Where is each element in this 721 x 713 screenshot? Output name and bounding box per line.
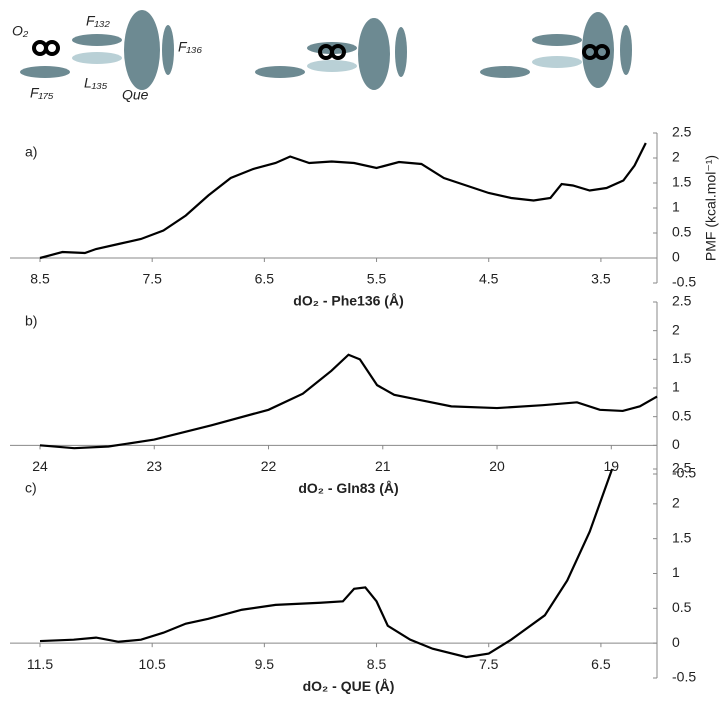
ring (307, 60, 357, 72)
y-tick-label: 1 (672, 199, 680, 215)
label: F₁₃₆ (178, 39, 203, 55)
label: F₁₃₂ (86, 13, 111, 29)
x-tick-label: 7.5 (142, 271, 162, 287)
schematic: O₂ F₁₃₂ F₁₃₆ L₁₃₅ Que F₁₇₅ (12, 10, 632, 103)
x-tick-label: 8.5 (30, 271, 50, 287)
y-tick-label: 0 (672, 436, 680, 452)
y-tick-label: 0 (672, 249, 680, 265)
que-disc (358, 18, 390, 90)
label: Que (122, 87, 149, 103)
y-tick-label: 2 (672, 495, 680, 511)
x-axis-label: dO₂ - Phe136 (Å) (293, 293, 403, 309)
x-tick-label: 10.5 (139, 656, 166, 672)
ring (20, 66, 70, 78)
ring (480, 66, 530, 78)
o2-icon (330, 44, 346, 60)
x-axis-label: dO₂ - Gln83 (Å) (298, 480, 398, 496)
y-tick-label: 2.5 (672, 293, 692, 309)
y-tick-label: -0.5 (672, 669, 696, 685)
x-tick-label: 9.5 (255, 656, 275, 672)
y-tick-label: 2 (672, 321, 680, 337)
y-tick-label: 0.5 (672, 407, 692, 423)
y-tick-label: 1.5 (672, 529, 692, 545)
y-tick-label: 2.5 (672, 460, 692, 476)
y-tick-label: 1 (672, 379, 680, 395)
panel-label: c) (25, 480, 37, 496)
label: L₁₃₅ (84, 75, 108, 91)
o2-icon (594, 44, 610, 60)
x-tick-label: 6.5 (255, 271, 275, 287)
line (39, 142, 647, 260)
panel-label: a) (25, 144, 37, 160)
y-tick-label: 0.5 (672, 224, 692, 240)
o2-icon (44, 40, 60, 56)
x-tick-label: 11.5 (27, 656, 53, 672)
x-tick-label: 5.5 (367, 271, 387, 287)
ring (255, 66, 305, 78)
y-tick-label: -0.5 (672, 274, 696, 290)
label: O₂ (12, 23, 29, 39)
y-tick-label: -0.5 (672, 465, 696, 481)
x-tick-label: 21 (375, 458, 391, 474)
panel-label: b) (25, 313, 37, 329)
ring (532, 56, 582, 68)
line (39, 468, 614, 659)
ring (620, 25, 632, 75)
y-axis-label: PMF (kcal.mol⁻¹) (703, 155, 719, 261)
que-disc (124, 10, 160, 90)
x-tick-label: 7.5 (479, 656, 499, 672)
x-tick-label: 20 (489, 458, 505, 474)
ring (72, 34, 122, 46)
ring (395, 27, 407, 77)
x-tick-label: 6.5 (591, 656, 611, 672)
x-axis-label: dO₂ - QUE (Å) (303, 678, 395, 694)
x-tick-label: 8.5 (367, 656, 387, 672)
y-tick-label: 0 (672, 634, 680, 650)
y-tick-label: 1.5 (672, 174, 692, 190)
x-tick-label: 4.5 (479, 271, 499, 287)
x-tick-label: 24 (32, 458, 48, 474)
x-tick-label: 22 (261, 458, 277, 474)
y-tick-label: 1 (672, 564, 680, 580)
x-tick-label: 19 (604, 458, 620, 474)
label: F₁₇₅ (30, 85, 54, 101)
y-tick-label: 2.5 (672, 124, 692, 140)
y-tick-label: 2 (672, 149, 680, 165)
ring (162, 25, 174, 75)
line (39, 353, 658, 450)
ring (72, 52, 122, 64)
x-tick-label: 23 (146, 458, 162, 474)
ring (532, 34, 582, 46)
y-tick-label: 1.5 (672, 350, 692, 366)
y-tick-label: 0.5 (672, 599, 692, 615)
x-tick-label: 3.5 (591, 271, 611, 287)
